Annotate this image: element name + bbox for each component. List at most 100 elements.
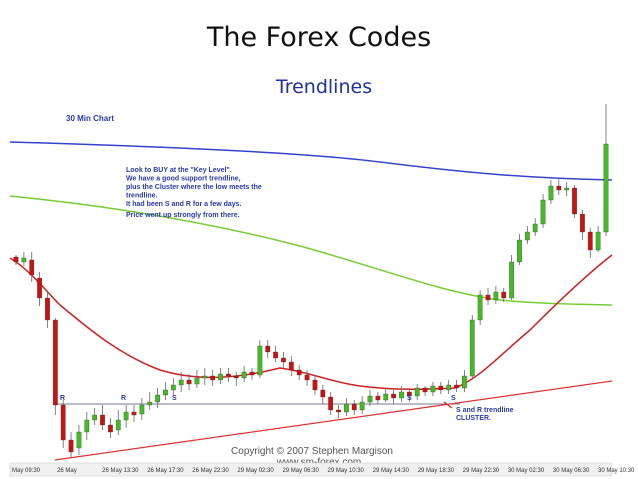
x-axis: May 09:30 26 May 26 May 13:30 26 May 17:30 2… bbox=[9, 462, 635, 477]
level-marker: S bbox=[407, 395, 412, 402]
candle-body bbox=[462, 375, 467, 389]
candle-body bbox=[178, 379, 184, 386]
candle-body bbox=[493, 291, 499, 301]
candle-body bbox=[540, 199, 546, 225]
annotation-line: We have a good support trendline, bbox=[126, 176, 241, 183]
candle-body bbox=[595, 231, 601, 251]
candle-body bbox=[367, 395, 373, 403]
candle-body bbox=[383, 393, 389, 401]
annotation-line: trendline. bbox=[126, 193, 158, 200]
candle-body bbox=[320, 389, 326, 398]
x-tick-label: 29 May 18:30 bbox=[418, 468, 455, 474]
candle-body bbox=[218, 373, 223, 381]
x-tick-label: 30 May 10:30 bbox=[598, 468, 635, 474]
x-tick-label: 29 May 22:30 bbox=[463, 468, 500, 474]
candle-body bbox=[115, 419, 121, 431]
x-tick-label: 29 May 06:30 bbox=[282, 468, 319, 474]
candle-body bbox=[296, 369, 302, 376]
candle-body bbox=[68, 439, 74, 453]
slide-title: The Forex Codes bbox=[206, 22, 432, 53]
candle-body bbox=[587, 231, 593, 251]
level-marker: R bbox=[121, 395, 126, 402]
candle-body bbox=[312, 379, 318, 391]
indicator-lines bbox=[9, 141, 613, 461]
candle-body bbox=[147, 401, 153, 406]
candle-body bbox=[60, 404, 66, 441]
level-marker: S bbox=[172, 395, 177, 402]
candle-body bbox=[233, 375, 239, 379]
candle-body bbox=[469, 319, 475, 377]
support-trendline bbox=[54, 380, 613, 461]
candle-body bbox=[406, 391, 412, 397]
copyright-text: Copyright © 2007 Stephen Margison bbox=[231, 446, 393, 457]
x-tick-label: May 09:30 bbox=[12, 468, 41, 474]
candle-body bbox=[257, 345, 263, 376]
slide-subtitle: Trendlines bbox=[275, 76, 373, 98]
candle-body bbox=[572, 187, 577, 215]
candle-body bbox=[580, 213, 585, 233]
candle-body bbox=[517, 239, 522, 263]
annotation-line: plus the Cluster where the low meets the bbox=[126, 184, 262, 191]
candle-body bbox=[194, 377, 200, 385]
x-tick-label: 26 May 22:30 bbox=[192, 468, 229, 474]
candle-body bbox=[564, 187, 570, 191]
candle-body bbox=[344, 403, 349, 413]
candle-body bbox=[249, 371, 255, 376]
candle-body bbox=[108, 424, 113, 433]
x-tick-label: 29 May 10:30 bbox=[328, 468, 365, 474]
candle-body bbox=[328, 396, 334, 411]
candle-body bbox=[446, 384, 452, 391]
x-tick-label: 29 May 02:30 bbox=[237, 468, 274, 474]
candle-body bbox=[186, 379, 192, 385]
candle-body bbox=[375, 395, 381, 401]
candle-body bbox=[265, 345, 271, 353]
candle-body bbox=[454, 384, 459, 389]
candle-body bbox=[430, 385, 436, 393]
candle-body bbox=[273, 351, 278, 359]
candle-body bbox=[92, 414, 98, 421]
copyright-text: www.sm-forex.com bbox=[276, 457, 361, 468]
candle-body bbox=[123, 411, 129, 421]
candle-body bbox=[509, 261, 514, 299]
candle-body bbox=[438, 385, 444, 391]
candle-body bbox=[241, 371, 247, 379]
candle-body bbox=[399, 391, 404, 399]
candle-body bbox=[21, 257, 27, 263]
x-tick-label: 26 May bbox=[57, 468, 77, 474]
candles bbox=[13, 104, 609, 458]
candle-body bbox=[45, 297, 50, 321]
candle-body bbox=[351, 403, 357, 411]
candle-body bbox=[501, 291, 507, 299]
x-tick-label: 30 May 06:30 bbox=[553, 468, 590, 474]
candle-body bbox=[359, 401, 365, 411]
candle-body bbox=[29, 259, 35, 276]
candle-body bbox=[281, 357, 286, 363]
candle-body bbox=[76, 431, 82, 449]
candle-body bbox=[288, 361, 294, 371]
candle-body bbox=[556, 185, 562, 191]
candle-body bbox=[210, 375, 216, 381]
candle-body bbox=[414, 387, 420, 397]
x-tick-label: 29 May 14:30 bbox=[373, 468, 410, 474]
candle-body bbox=[532, 223, 538, 233]
cluster-pointer bbox=[443, 401, 453, 409]
annotation-line: Look to BUY at the "Key Level". bbox=[126, 167, 232, 174]
candle-body bbox=[226, 373, 231, 377]
annotation-line: Price went up strongly from there. bbox=[126, 212, 240, 219]
candle-body bbox=[84, 419, 90, 433]
annotation-line: It had been S and R for a few days. bbox=[126, 201, 242, 208]
candle-body bbox=[202, 375, 208, 379]
candle-body bbox=[37, 277, 42, 299]
candle-body bbox=[391, 393, 396, 399]
candle-body bbox=[524, 231, 530, 241]
candle-body bbox=[13, 256, 19, 263]
candle-body bbox=[485, 294, 491, 301]
candle-body bbox=[155, 394, 160, 403]
candle-body bbox=[548, 185, 554, 201]
level-marker: S bbox=[451, 395, 456, 402]
candle-body bbox=[170, 384, 176, 391]
x-tick-label: 26 May 13:30 bbox=[102, 468, 139, 474]
candle-body bbox=[603, 143, 609, 233]
chart-texts: 30 Min Chart Look to BUY at the "Key Leve… bbox=[60, 114, 514, 468]
